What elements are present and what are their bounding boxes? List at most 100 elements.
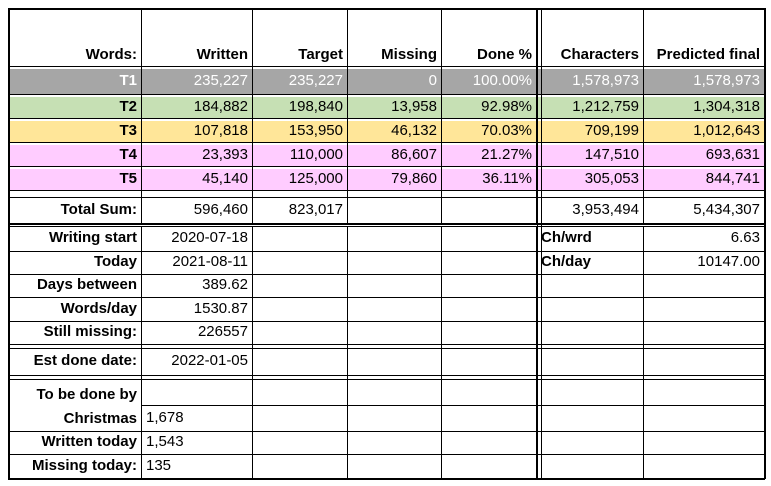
row-t4-predicted[interactable]: 693,631 (644, 145, 765, 167)
total-label[interactable]: Total Sum: (8, 198, 142, 224)
spacer-cell[interactable] (348, 191, 442, 198)
empty-cell[interactable] (348, 380, 442, 406)
empty-cell[interactable] (348, 252, 442, 275)
row-t5-written[interactable]: 45,140 (142, 169, 253, 191)
row-t5-missing[interactable]: 79,860 (348, 169, 442, 191)
empty-cell[interactable] (348, 455, 442, 479)
empty-cell[interactable] (253, 275, 348, 298)
total-target[interactable]: 823,017 (253, 198, 348, 224)
empty-cell[interactable] (644, 432, 765, 455)
still-missing-value[interactable]: 226557 (142, 322, 253, 345)
row-t2-target[interactable]: 198,840 (253, 97, 348, 119)
total-predicted[interactable]: 5,434,307 (644, 198, 765, 224)
row-t1-name[interactable]: T1 (8, 69, 142, 95)
spacer-cell[interactable] (142, 376, 253, 380)
row-t4-target[interactable]: 110,000 (253, 145, 348, 167)
header-written[interactable]: Written (142, 8, 253, 67)
empty-cell[interactable] (348, 298, 442, 322)
row-t1-missing[interactable]: 0 (348, 69, 442, 95)
spacer-cell[interactable] (442, 345, 537, 349)
row-t1-predicted[interactable]: 1,578,973 (644, 69, 765, 95)
row-t3-target[interactable]: 153,950 (253, 121, 348, 143)
empty-cell[interactable] (442, 432, 537, 455)
ch-day-label[interactable]: Ch/day (537, 252, 644, 275)
total-done-empty[interactable] (442, 198, 537, 224)
empty-cell[interactable] (442, 455, 537, 479)
empty-cell[interactable] (442, 227, 537, 252)
empty-cell[interactable] (442, 406, 537, 432)
row-t5-done[interactable]: 36.11% (442, 169, 537, 191)
empty-cell[interactable] (442, 380, 537, 406)
header-target[interactable]: Target (253, 8, 348, 67)
days-between-value[interactable]: 389.62 (142, 275, 253, 298)
ch-day-value[interactable]: 10147.00 (644, 252, 765, 275)
empty-cell[interactable] (537, 406, 644, 432)
row-t2-written[interactable]: 184,882 (142, 97, 253, 119)
empty-cell[interactable] (253, 322, 348, 345)
empty-cell[interactable] (348, 432, 442, 455)
spacer-cell[interactable] (442, 376, 537, 380)
spacer-cell[interactable] (537, 191, 644, 198)
row-t1-written[interactable]: 235,227 (142, 69, 253, 95)
est-done-value[interactable]: 2022-01-05 (142, 349, 253, 376)
row-t3-chars[interactable]: 709,199 (537, 121, 644, 143)
row-t1-done[interactable]: 100.00% (442, 69, 537, 95)
empty-cell[interactable] (253, 432, 348, 455)
written-today-value[interactable]: 1,543 (142, 432, 253, 455)
writing-start-label[interactable]: Writing start (8, 227, 142, 252)
total-missing-empty[interactable] (348, 198, 442, 224)
row-t2-predicted[interactable]: 1,304,318 (644, 97, 765, 119)
missing-today-label[interactable]: Missing today: (8, 455, 142, 479)
ch-wrd-label[interactable]: Ch/wrd (537, 227, 644, 252)
spacer-cell[interactable] (253, 376, 348, 380)
spacer-cell[interactable] (644, 191, 765, 198)
written-today-label[interactable]: Written today (8, 432, 142, 455)
empty-cell[interactable] (253, 406, 348, 432)
row-t3-predicted[interactable]: 1,012,643 (644, 121, 765, 143)
still-missing-label[interactable]: Still missing: (8, 322, 142, 345)
row-t5-chars[interactable]: 305,053 (537, 169, 644, 191)
row-t1-target[interactable]: 235,227 (253, 69, 348, 95)
christmas-value[interactable]: 1,678 (142, 406, 253, 432)
row-t4-name[interactable]: T4 (8, 145, 142, 167)
empty-cell[interactable] (644, 406, 765, 432)
row-t3-written[interactable]: 107,818 (142, 121, 253, 143)
empty-cell[interactable] (442, 275, 537, 298)
spacer-cell[interactable] (142, 191, 253, 198)
empty-cell[interactable] (537, 380, 644, 406)
row-t3-missing[interactable]: 46,132 (348, 121, 442, 143)
header-words[interactable]: Words: (8, 8, 142, 67)
header-characters[interactable]: Characters (537, 8, 644, 67)
words-day-label[interactable]: Words/day (8, 298, 142, 322)
spacer-cell[interactable] (142, 345, 253, 349)
empty-cell[interactable] (644, 455, 765, 479)
row-t5-predicted[interactable]: 844,741 (644, 169, 765, 191)
spacer-cell[interactable] (8, 345, 142, 349)
spacer-cell[interactable] (348, 376, 442, 380)
empty-cell[interactable] (644, 380, 765, 406)
empty-cell[interactable] (253, 380, 348, 406)
row-t2-name[interactable]: T2 (8, 97, 142, 119)
header-missing[interactable]: Missing (348, 8, 442, 67)
empty-cell[interactable] (442, 349, 537, 376)
spacer-cell[interactable] (253, 191, 348, 198)
empty-cell[interactable] (348, 227, 442, 252)
empty-cell[interactable] (348, 322, 442, 345)
row-t3-name[interactable]: T3 (8, 121, 142, 143)
days-between-label[interactable]: Days between (8, 275, 142, 298)
row-t4-written[interactable]: 23,393 (142, 145, 253, 167)
today-label[interactable]: Today (8, 252, 142, 275)
empty-cell[interactable] (644, 322, 765, 345)
empty-cell[interactable] (253, 349, 348, 376)
empty-cell[interactable] (253, 298, 348, 322)
row-t4-done[interactable]: 21.27% (442, 145, 537, 167)
today-value[interactable]: 2021-08-11 (142, 252, 253, 275)
row-t3-done[interactable]: 70.03% (442, 121, 537, 143)
row-t5-target[interactable]: 125,000 (253, 169, 348, 191)
total-written[interactable]: 596,460 (142, 198, 253, 224)
spacer-cell[interactable] (537, 345, 644, 349)
spacer-cell[interactable] (442, 191, 537, 198)
spacer-cell[interactable] (8, 191, 142, 198)
est-done-label[interactable]: Est done date: (8, 349, 142, 376)
ch-wrd-value[interactable]: 6.63 (644, 227, 765, 252)
